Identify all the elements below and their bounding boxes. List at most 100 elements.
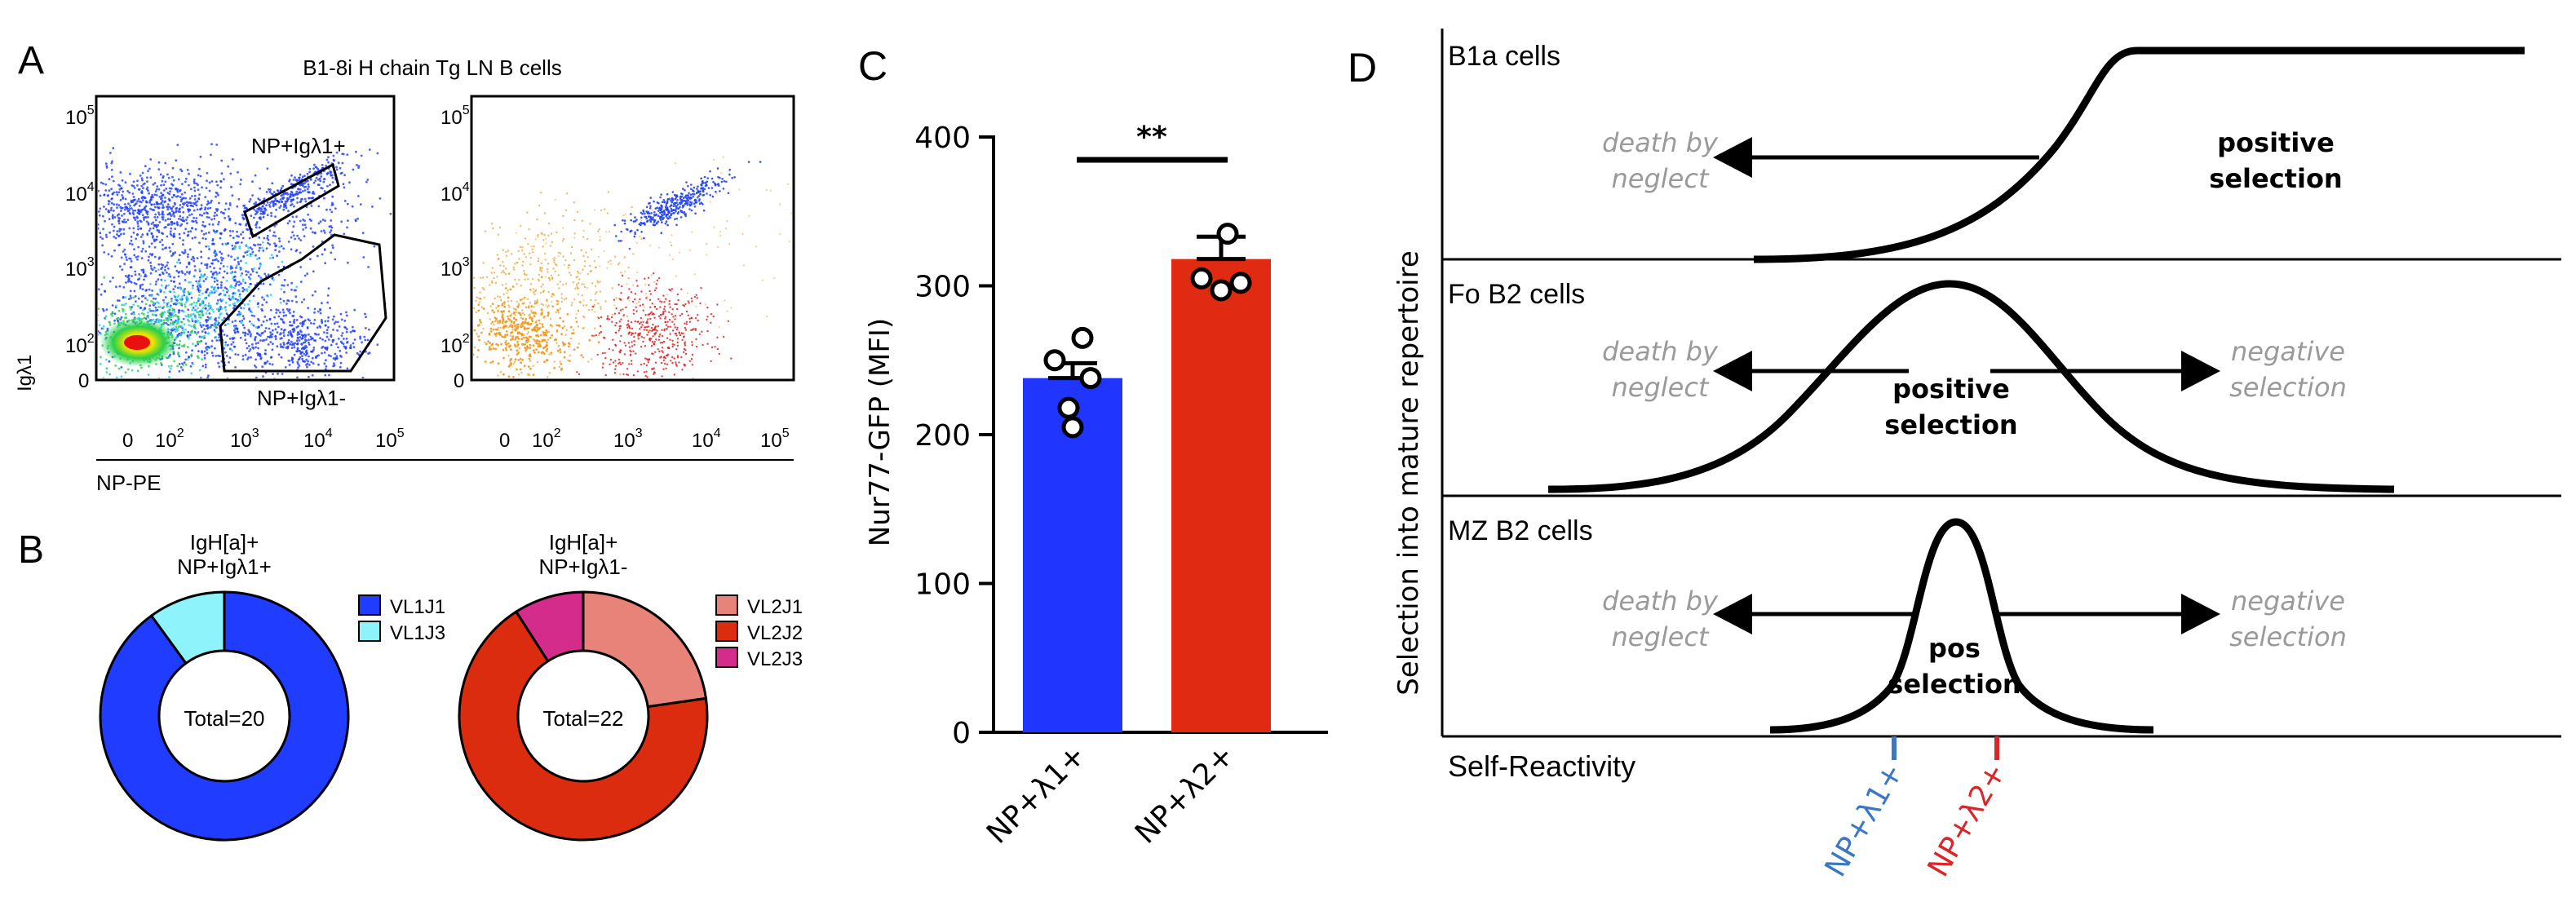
flow-event-dot <box>273 378 276 380</box>
flow-event-dot <box>352 168 355 171</box>
flow-event-dot <box>146 180 148 183</box>
flow-event-dot <box>170 221 173 224</box>
flow-event-dot <box>126 210 130 213</box>
flow-event-dot <box>516 336 519 338</box>
flow-event-dot <box>177 210 180 213</box>
flow-event-dot <box>332 338 335 342</box>
flow-event-dot <box>347 261 349 264</box>
flow-event-dot <box>258 236 261 239</box>
flow-event-dot <box>272 373 274 375</box>
flow-event-dot <box>533 339 537 342</box>
flow-event-dot <box>158 196 162 198</box>
flow-event-dot <box>582 268 584 271</box>
flow-event-dot <box>538 322 541 325</box>
flow-event-dot <box>118 265 122 268</box>
flow-event-dot <box>201 307 205 309</box>
flow-event-dot <box>512 312 516 315</box>
flow-event-dot <box>538 273 540 276</box>
flow-event-dot <box>232 236 235 240</box>
flow-event-dot <box>653 223 656 227</box>
flow-event-dot <box>189 204 193 207</box>
flow-event-dot <box>308 376 310 378</box>
flow-event-dot <box>541 338 544 342</box>
flow-event-dot <box>550 351 553 354</box>
flow-event-dot <box>179 236 181 240</box>
flow-event-dot <box>355 150 357 153</box>
flow-event-dot <box>250 248 254 250</box>
flow-event-dot <box>120 187 123 190</box>
flow-event-dot <box>143 219 145 221</box>
flow-event-dot <box>279 337 282 340</box>
flow-event-dot <box>489 347 493 351</box>
flow-event-dot <box>197 174 200 177</box>
flow-event-dot <box>654 207 657 210</box>
flow-event-dot <box>765 315 768 318</box>
flow-event-dot <box>664 362 666 365</box>
flow-event-dot <box>580 249 583 251</box>
tick-label: 103 <box>65 255 95 281</box>
flow-event-dot <box>555 338 557 340</box>
flow-event-dot <box>139 275 143 277</box>
flow-event-dot <box>659 342 662 344</box>
flow-event-dot <box>137 312 140 316</box>
flow-event-dot <box>489 389 491 391</box>
flow-event-dot <box>675 329 678 331</box>
flow-event-dot <box>153 193 157 197</box>
flow-event-dot <box>529 367 532 370</box>
flow-event-dot <box>240 233 242 236</box>
flow-event-dot <box>349 330 352 334</box>
flow-event-dot <box>333 364 336 367</box>
flow-event-dot <box>203 334 206 338</box>
flow-event-dot <box>180 198 184 201</box>
flow-event-dot <box>241 272 244 275</box>
flow-event-dot <box>169 322 172 325</box>
flow-event-dot <box>671 343 674 346</box>
flow-event-dot <box>214 232 217 234</box>
flow-event-dot <box>671 308 674 311</box>
flow-event-dot <box>189 230 193 232</box>
flow-event-dot <box>282 247 285 250</box>
flow-event-dot <box>160 364 163 366</box>
flow-event-dot <box>128 191 131 194</box>
flow-event-dot <box>619 340 622 343</box>
flow-event-dot <box>612 338 614 341</box>
flow-event-dot <box>230 284 232 287</box>
flow-event-dot <box>132 393 135 396</box>
flow-event-dot <box>503 305 507 308</box>
flow-event-dot <box>108 218 111 220</box>
flow-event-dot <box>635 280 638 282</box>
flow-event-dot <box>283 290 285 294</box>
flow-event-dot <box>162 204 165 206</box>
flow-event-dot <box>152 301 155 304</box>
flow-event-dot <box>315 356 317 358</box>
flow-event-dot <box>174 251 177 254</box>
flow-event-dot <box>87 301 90 303</box>
flow-event-dot <box>311 294 314 297</box>
flow-event-dot <box>573 259 576 262</box>
flow-event-dot <box>631 363 633 365</box>
flow-event-dot <box>321 338 324 341</box>
flow-event-dot <box>198 321 201 325</box>
flow-event-dot <box>289 196 292 198</box>
flow-event-dot <box>183 343 186 347</box>
flow-event-dot <box>208 312 211 315</box>
flow-event-dot <box>659 317 662 320</box>
flow-event-dot <box>538 345 541 348</box>
flow-event-dot <box>128 306 131 308</box>
flow-event-dot <box>340 171 343 175</box>
flow-event-dot <box>665 207 668 210</box>
flow-event-dot <box>267 294 269 298</box>
flow-event-dot <box>464 300 466 302</box>
flow-event-dot <box>296 192 299 196</box>
flow-event-dot <box>250 323 254 325</box>
flow-event-dot <box>156 308 159 312</box>
flow-event-dot <box>651 209 653 211</box>
flow-event-dot <box>187 253 189 256</box>
flow-event-dot <box>278 206 281 210</box>
flow-event-dot <box>322 229 325 232</box>
flow-event-dot <box>327 156 330 159</box>
flow-event-dot <box>120 210 122 212</box>
flow-event-dot <box>203 297 206 300</box>
flow-event-dot <box>576 346 579 349</box>
flow-event-dot <box>671 313 673 316</box>
